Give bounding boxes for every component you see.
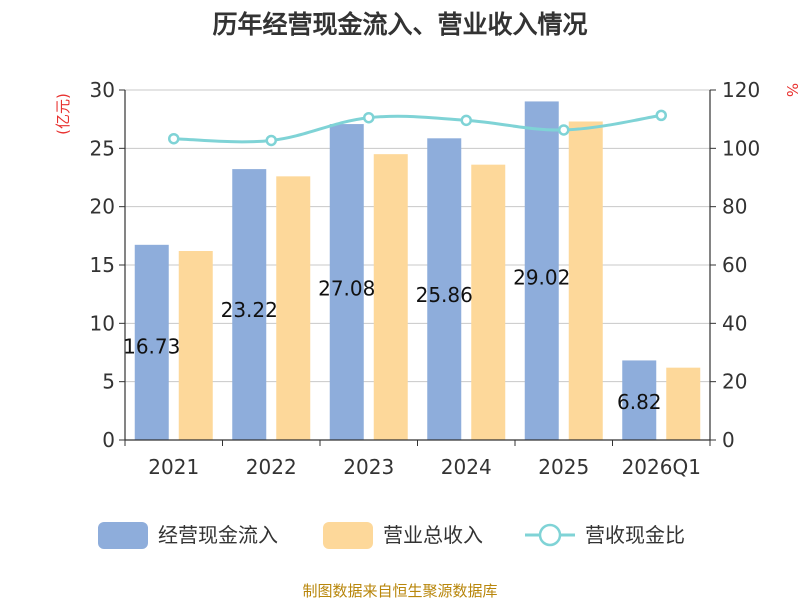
legend: 经营现金流入 营业总收入 营收现金比	[98, 522, 685, 549]
ratio-point	[460, 114, 472, 127]
cash-inflow-data-label: 25.86	[416, 283, 473, 307]
ratio-line-series	[168, 109, 667, 147]
cash-inflow-data-label: 27.08	[318, 276, 375, 300]
right-tick-label: 80	[722, 195, 747, 219]
x-tick-label: 2023	[343, 455, 394, 479]
left-axis-unit: (亿元)	[54, 93, 72, 135]
legend-label: 经营现金流入	[158, 523, 278, 547]
legend-swatch	[98, 522, 148, 549]
x-tick-label: 2026Q1	[622, 455, 701, 479]
x-tick-label: 2021	[148, 455, 199, 479]
ratio-point	[265, 134, 277, 147]
cash-inflow-data-label: 23.22	[221, 298, 278, 322]
cash-inflow-bar	[427, 138, 462, 441]
ratio-point	[363, 111, 375, 124]
cash-inflow-bar	[329, 124, 364, 441]
right-tick-label: 20	[722, 370, 747, 394]
right-tick-label: 100	[722, 136, 760, 160]
cash-inflow-data-label: 6.82	[617, 390, 662, 414]
right-tick-label: 60	[722, 253, 747, 277]
left-tick-label: 15	[90, 253, 115, 277]
ratio-point	[558, 124, 570, 136]
revenue-bar	[178, 251, 213, 440]
left-tick-label: 5	[102, 370, 115, 394]
revenue-bar	[471, 164, 506, 440]
ratio-line	[173, 113, 662, 144]
ratio-point	[168, 132, 180, 145]
revenue-bar	[276, 176, 311, 441]
right-tick-label: 0	[722, 428, 735, 452]
bar-series	[134, 101, 701, 441]
legend-swatch	[323, 522, 373, 549]
data-labels: 16.73 23.22 27.08 25.86 29.02 6.82	[123, 265, 661, 413]
right-axis-unit: %	[783, 83, 800, 97]
cash-inflow-data-label: 29.02	[513, 265, 570, 289]
chart-title: 历年经营现金流入、营业收入情况	[212, 10, 587, 39]
x-tick-label: 2024	[441, 455, 492, 479]
cash-inflow-bar	[134, 244, 169, 440]
grid-lines	[125, 89, 710, 383]
left-tick-label: 0	[102, 428, 115, 452]
x-tick-label: 2022	[246, 455, 297, 479]
source-note: 制图数据来自恒生聚源数据库	[302, 582, 497, 600]
right-tick-label: 120	[722, 78, 760, 102]
revenue-bar	[568, 121, 603, 440]
left-tick-label: 30	[90, 78, 115, 102]
revenue-bar	[666, 367, 701, 440]
cash-inflow-data-label: 16.73	[123, 334, 180, 358]
legend-label: 营收现金比	[585, 523, 685, 547]
legend-swatch-marker	[538, 523, 562, 547]
right-tick-label: 40	[722, 311, 747, 335]
revenue-bar	[373, 154, 408, 440]
cash-inflow-bar	[622, 360, 657, 440]
left-tick-label: 20	[90, 195, 115, 219]
left-tick-label: 25	[90, 136, 115, 160]
ratio-point	[655, 109, 667, 122]
cash-inflow-bar	[232, 169, 267, 440]
left-tick-label: 10	[90, 311, 115, 335]
x-tick-label: 2025	[538, 455, 589, 479]
cash-inflow-bar	[524, 101, 559, 440]
legend-label: 营业总收入	[383, 523, 483, 547]
